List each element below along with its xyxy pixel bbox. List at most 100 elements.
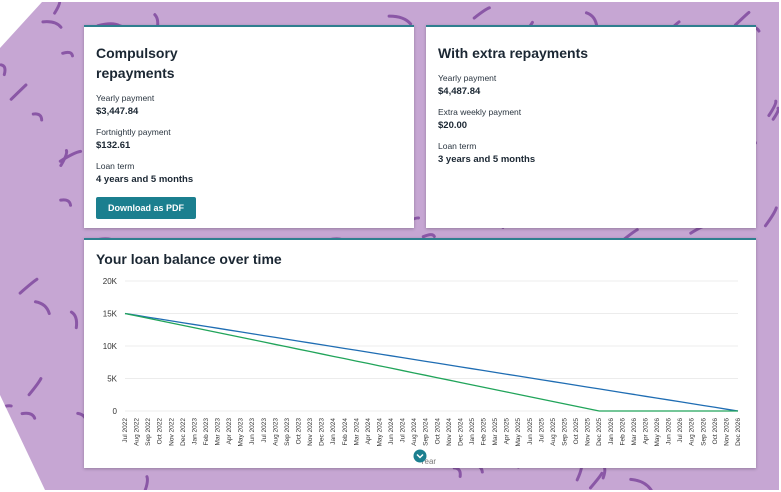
decoration (59, 149, 69, 167)
decoration (0, 451, 10, 465)
field-label: Loan term (438, 141, 477, 151)
chart: Your loan balance over time Year 0 5K 10K 1… (96, 251, 742, 466)
x-tick-label: Nov 2022 (168, 418, 175, 446)
decoration (387, 14, 413, 26)
x-tick-label: Nov 2023 (307, 418, 314, 446)
x-tick-label: Aug 2025 (550, 418, 557, 446)
decoration (452, 466, 462, 478)
field-value: $20.00 (438, 120, 468, 131)
x-tick-label: Nov 2025 (585, 418, 592, 446)
field-label: Fortnightly payment (96, 127, 171, 137)
x-tick-label: Mar 2024 (353, 418, 360, 446)
decoration (421, 233, 436, 239)
x-tick-label: Jun 2025 (527, 418, 534, 445)
decoration (472, 6, 491, 20)
decoration (27, 377, 43, 397)
x-tick-label: Apr 2025 (504, 418, 511, 445)
x-tick-label: Sep 2023 (284, 418, 291, 446)
x-tick-label: Sep 2025 (562, 418, 569, 446)
x-tick-label: Nov 2024 (446, 418, 453, 446)
decoration (733, 10, 751, 27)
field-value: $132.61 (96, 140, 131, 151)
decoration (771, 106, 779, 121)
x-tick-label: May 2024 (376, 418, 383, 447)
line (124, 312, 738, 412)
x-tick-label: Dec 2023 (319, 418, 326, 446)
download-button[interactable]: Download as PDF (96, 197, 197, 219)
x-tick-label: Sep 2026 (700, 418, 707, 446)
decoration (69, 310, 79, 330)
scroll-button[interactable] (413, 449, 427, 463)
x-tick-label: Feb 2023 (203, 418, 210, 446)
card-title: Compulsory repayments (96, 45, 178, 81)
card-title: With extra repayments (438, 45, 589, 61)
x-tick-label: Oct 2022 (157, 418, 164, 445)
x-tick-label: Jul 2025 (538, 418, 545, 443)
field-value: 4 years and 5 months (96, 174, 194, 185)
x-tick-label: Mar 2023 (215, 418, 222, 446)
x-tick-label: Feb 2024 (342, 418, 349, 446)
x-tick-label: Aug 2023 (272, 418, 279, 446)
field-label: Yearly payment (438, 73, 497, 83)
x-tick-label: Dec 2022 (180, 418, 187, 446)
decoration (41, 20, 63, 29)
decoration (59, 198, 73, 207)
x-tick-label: Jul 2026 (677, 418, 684, 443)
field-value: $4,487.84 (438, 86, 481, 97)
x-tick-label: Jul 2022 (122, 418, 129, 443)
x-tick-label: Mar 2026 (631, 418, 638, 446)
x-tick-label: Jan 2023 (191, 418, 198, 445)
field-value: 3 years and 5 months (438, 154, 536, 165)
x-tick-label: Aug 2022 (134, 418, 141, 446)
x-tick-label: Apr 2026 (642, 418, 649, 445)
x-tick-label: Sep 2024 (423, 418, 430, 446)
x-tick-label: May 2023 (238, 418, 245, 447)
y-tick-label: 0 (113, 407, 118, 416)
decoration (763, 206, 778, 228)
y-tick-label: 20K (103, 277, 118, 286)
line (124, 312, 739, 412)
x-tick-label: Aug 2026 (689, 418, 696, 446)
x-tick-label: Jul 2023 (261, 418, 268, 443)
decoration (31, 112, 44, 122)
field-label: Extra weekly payment (438, 107, 522, 117)
x-tick-label: Dec 2026 (735, 418, 742, 446)
x-tick-label: Feb 2025 (481, 418, 488, 446)
x-axis-label: Year (420, 457, 437, 466)
x-tick-label: Jun 2023 (249, 418, 256, 445)
decoration (9, 83, 28, 101)
x-tick-label: Jul 2024 (400, 418, 407, 443)
decoration (0, 63, 7, 77)
x-tick-label: Jun 2024 (388, 418, 395, 445)
x-tick-label: Jan 2026 (608, 418, 615, 445)
x-tick-label: Dec 2025 (596, 418, 603, 446)
x-tick-label: Apr 2024 (365, 418, 372, 445)
x-tick-label: Jun 2026 (666, 418, 673, 445)
x-tick-label: Nov 2026 (723, 418, 730, 446)
x-tick-label: Sep 2022 (145, 418, 152, 446)
x-tick-label: May 2026 (654, 418, 661, 447)
x-tick-label: Oct 2025 (573, 418, 580, 445)
x-tick-label: May 2025 (515, 418, 522, 447)
decoration (18, 277, 39, 295)
decoration (61, 50, 74, 58)
y-tick-label: 15K (103, 310, 118, 319)
card: With extra repayments Yearly payment $4,… (426, 25, 756, 228)
x-tick-label: Mar 2025 (492, 418, 499, 446)
x-tick-label: Feb 2026 (619, 418, 626, 446)
decoration (141, 475, 149, 490)
decoration (20, 411, 37, 420)
chart-title: Your loan balance over time (96, 251, 282, 267)
x-tick-label: Oct 2024 (434, 418, 441, 445)
decoration (33, 300, 51, 316)
x-tick-label: Jan 2024 (330, 418, 337, 445)
field-label: Yearly payment (96, 93, 155, 103)
y-tick-label: 10K (103, 342, 118, 351)
x-tick-label: Oct 2026 (712, 418, 719, 445)
chart-card: Your loan balance over time Year 0 5K 10K 1… (84, 238, 756, 468)
decoration (629, 477, 653, 490)
decoration (588, 471, 604, 490)
x-tick-label: Jan 2025 (469, 418, 476, 445)
decoration (767, 99, 778, 118)
